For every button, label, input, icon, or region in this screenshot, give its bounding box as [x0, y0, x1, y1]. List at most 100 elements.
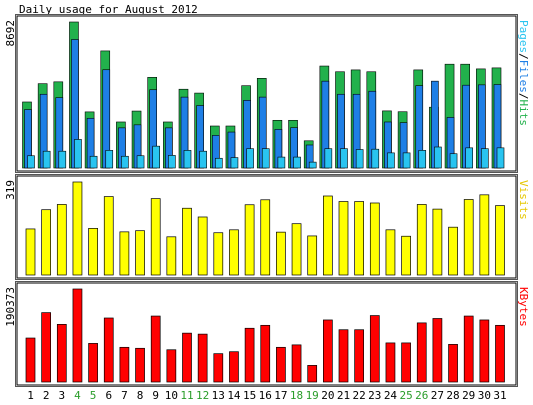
pages-bar-day-22	[355, 149, 364, 169]
pages-bar-day-26	[418, 150, 427, 169]
pages-bar-day-13	[215, 157, 223, 169]
chart-title: Daily usage for August 2012	[19, 3, 198, 16]
x-tick-label-day-4: 4	[74, 389, 81, 402]
kbytes-bar-day-11	[182, 332, 192, 383]
kbytes-bar-day-28	[448, 344, 458, 383]
pages-bar-day-16	[261, 148, 270, 169]
x-tick-label-day-21: 21	[337, 389, 350, 402]
visits-bar-day-28	[448, 226, 458, 276]
kbytes-bar-day-14	[229, 351, 239, 383]
kbytes-bar-day-30	[479, 319, 490, 383]
x-tick-label-day-12: 12	[196, 389, 209, 402]
kbytes-bar-day-3	[56, 324, 67, 383]
visits-bar-day-7	[119, 231, 130, 276]
visits-bar-day-19	[307, 235, 318, 276]
visits-bar-day-13	[213, 232, 224, 276]
kbytes-bar-day-17	[276, 346, 286, 383]
pages-bar-day-9	[152, 145, 160, 169]
visits-bar-day-31	[495, 205, 505, 276]
x-tick-label-day-11: 11	[180, 389, 193, 402]
hits-panel-legend: Pages/Files/Hits	[517, 20, 530, 126]
x-tick-label-day-26: 26	[415, 389, 428, 402]
x-tick-label-day-29: 29	[462, 389, 475, 402]
visits-bar-day-11	[182, 207, 192, 276]
x-tick-label-day-25: 25	[399, 389, 412, 402]
kbytes-bar-day-21	[338, 329, 349, 383]
pages-bar-day-20	[324, 148, 333, 169]
visits-bar-day-10	[166, 236, 177, 276]
x-tick-label-day-24: 24	[384, 389, 398, 402]
pages-bar-day-23	[371, 148, 380, 169]
pages-bar-day-18	[293, 156, 301, 169]
x-tick-label-day-1: 1	[27, 389, 34, 402]
kbytes-panel-legend: KBytes	[517, 287, 530, 327]
kbytes-bar-day-8	[135, 347, 145, 383]
visits-bar-day-6	[103, 196, 114, 276]
pages-bar-day-31	[496, 147, 505, 169]
visits-bar-day-15	[244, 204, 255, 276]
x-tick-label-day-9: 9	[152, 389, 159, 402]
pages-bar-day-10	[168, 155, 176, 169]
pages-bar-day-8	[136, 155, 145, 169]
pages-bar-day-11	[183, 150, 192, 169]
kbytes-bar-day-9	[150, 315, 161, 383]
x-tick-label-day-14: 14	[227, 389, 241, 402]
kbytes-bar-day-6	[103, 317, 114, 383]
pages-bar-day-17	[277, 156, 286, 169]
hits-panel-legend-item-1: /	[517, 53, 530, 60]
visits-bar-day-30	[479, 194, 490, 276]
x-tick-label-day-16: 16	[259, 389, 272, 402]
x-tick-label-day-13: 13	[212, 389, 225, 402]
kbytes-bar-day-24	[385, 342, 396, 383]
kbytes-bar-day-7	[119, 346, 130, 383]
pages-bar-day-7	[121, 155, 129, 169]
x-tick-label-day-6: 6	[105, 389, 112, 402]
kbytes-bar-day-31	[495, 324, 505, 383]
kbytes-bar-day-27	[432, 318, 443, 383]
visits-bar-day-18	[291, 223, 302, 276]
kbytes-bar-day-4	[72, 288, 83, 383]
visits-panel-legend: Visits	[517, 180, 530, 220]
hits-panel-max-label: 8692	[4, 20, 17, 47]
kbytes-bar-day-16	[260, 324, 271, 383]
kbytes-bar-day-22	[354, 329, 364, 383]
kbytes-panel-outer-frame	[15, 281, 518, 387]
visits-bar-day-9	[150, 198, 161, 276]
x-tick-label-day-3: 3	[58, 389, 65, 402]
kbytes-bar-day-5	[88, 343, 98, 383]
pages-bar-day-25	[402, 152, 411, 169]
x-tick-label-day-2: 2	[43, 389, 50, 402]
visits-bar-day-12	[197, 216, 208, 276]
visits-bar-day-8	[135, 230, 145, 276]
kbytes-bar-day-2	[41, 312, 52, 383]
kbytes-panel-legend-item-0: KBytes	[517, 287, 530, 327]
visits-bar-day-25	[401, 235, 411, 276]
x-tick-label-day-28: 28	[446, 389, 459, 402]
visits-bar-day-5	[88, 228, 98, 276]
kbytes-bar-day-1	[25, 337, 36, 383]
pages-bar-day-27	[434, 146, 442, 169]
x-tick-label-day-27: 27	[431, 389, 444, 402]
pages-bar-day-4	[74, 139, 82, 169]
visits-bar-day-2	[41, 209, 52, 276]
visits-bar-day-17	[276, 231, 286, 276]
kbytes-bar-day-12	[197, 333, 208, 383]
pages-bar-day-19	[308, 161, 317, 169]
pages-bar-day-3	[58, 150, 67, 169]
hits-panel-legend-item-0: Pages	[517, 20, 530, 53]
visits-bar-day-20	[323, 195, 333, 276]
pages-bar-day-29	[465, 147, 474, 169]
visits-bar-day-3	[56, 204, 67, 276]
visits-bar-day-22	[354, 201, 364, 276]
pages-bar-day-12	[199, 150, 207, 169]
visits-bar-day-24	[385, 229, 396, 276]
kbytes-bar-day-29	[463, 315, 474, 383]
hits-panel-legend-item-2: Files	[517, 60, 530, 93]
pages-bar-day-6	[105, 150, 114, 169]
x-tick-label-day-5: 5	[90, 389, 97, 402]
visits-bar-day-16	[260, 199, 271, 276]
x-tick-label-day-8: 8	[137, 389, 144, 402]
visits-panel-outer-frame	[15, 174, 518, 280]
